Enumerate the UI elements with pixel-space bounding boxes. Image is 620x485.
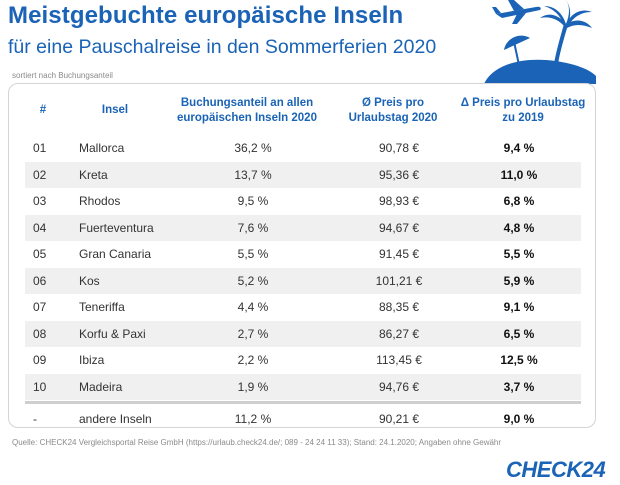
summary-divider	[25, 401, 581, 404]
rank-cell: 10	[33, 379, 47, 394]
share-cell: 5,5 %	[237, 247, 269, 262]
island-cell: Rhodos	[79, 194, 121, 209]
rank-cell: 08	[33, 326, 47, 341]
share-cell: 7,6 %	[237, 220, 269, 235]
ranking-table: # Insel Buchungsanteil an allen europäis…	[8, 83, 596, 428]
island-cell: Fuerteventura	[79, 220, 154, 235]
table-row: 06 Kos 5,2 % 101,21 € 5,9 %	[25, 267, 581, 294]
island-cell: Madeira	[79, 379, 123, 394]
delta-cell: 6,8 %	[503, 194, 535, 209]
price-cell: 91,45 €	[378, 247, 420, 262]
table-row: 05 Gran Canaria 5,5 % 91,45 € 5,5 %	[25, 241, 581, 268]
delta-cell: 4,8 %	[503, 220, 535, 235]
page-title: Meistgebuchte europäische Inseln	[8, 2, 404, 29]
price-cell: 86,27 €	[378, 326, 420, 341]
price-cell: 113,45 €	[376, 353, 422, 368]
price-cell: 98,93 €	[378, 194, 420, 209]
island-icon	[484, 59, 596, 84]
rank-cell: 09	[33, 353, 47, 368]
delta-cell: 9,0 %	[503, 412, 535, 427]
delta-cell: 3,7 %	[503, 379, 535, 394]
rank-cell: 07	[33, 300, 47, 315]
column-header-price: Ø Preis pro Urlaubstag 2020	[348, 96, 438, 124]
price-cell: 94,76 €	[378, 379, 420, 394]
column-header-share: Buchungsanteil an allen europäischen Ins…	[177, 96, 317, 124]
island-cell: Kos	[79, 273, 100, 288]
share-cell: 2,7 %	[237, 326, 269, 341]
table-row: 10 Madeira 1,9 % 94,76 € 3,7 %	[25, 373, 581, 400]
page-subtitle: für eine Pauschalreise in den Sommerferi…	[8, 36, 437, 58]
delta-cell: 5,9 %	[503, 273, 535, 288]
rank-cell: 03	[33, 194, 47, 209]
price-cell: 101,21 €	[375, 273, 423, 288]
island-cell: andere Inseln	[79, 412, 152, 427]
table-row: 07 Teneriffa 4,4 % 88,35 € 9,1 %	[25, 294, 581, 321]
delta-cell: 5,5 %	[503, 247, 535, 262]
beach-umbrella-icon	[504, 35, 530, 62]
source-note: Quelle: CHECK24 Vergleichsportal Reise G…	[12, 438, 502, 447]
delta-cell: 9,1 %	[503, 300, 535, 315]
island-graphic	[484, 0, 596, 84]
delta-cell: 6,5 %	[503, 326, 535, 341]
palm-tree-icon	[540, 0, 592, 64]
table-row: 02 Kreta 13,7 % 95,36 € 11,0 %	[25, 161, 581, 188]
table-row: 03 Rhodos 9,5 % 98,93 € 6,8 %	[25, 188, 581, 215]
share-cell: 9,5 %	[237, 194, 269, 209]
table-header: # Insel Buchungsanteil an allen europäis…	[9, 84, 595, 137]
rank-cell: 01	[33, 141, 47, 156]
table-row: 01 Mallorca 36,2 % 90,78 € 9,4 %	[25, 135, 581, 162]
delta-cell: 9,4 %	[503, 141, 535, 156]
price-cell: 94,67 €	[378, 220, 420, 235]
table-row: 04 Fuerteventura 7,6 % 94,67 € 4,8 %	[25, 214, 581, 241]
rank-cell: 06	[33, 273, 47, 288]
delta-cell: 11,0 %	[500, 167, 538, 182]
column-header-island: Insel	[101, 104, 129, 116]
airplane-icon	[492, 0, 541, 24]
share-cell: 1,9 %	[237, 379, 269, 394]
column-header-delta: Δ Preis pro Urlaubstag zu 2019	[460, 96, 586, 124]
column-header-rank: #	[39, 104, 47, 116]
price-cell: 90,21 €	[378, 412, 420, 427]
share-cell: 5,2 %	[237, 273, 269, 288]
island-cell: Gran Canaria	[79, 247, 152, 262]
island-cell: Kreta	[79, 167, 108, 182]
summary-row: - andere Inseln 11,2 % 90,21 € 9,0 %	[25, 406, 581, 433]
island-cell: Ibiza	[79, 353, 105, 368]
rank-cell: -	[33, 412, 37, 427]
share-cell: 13,7 %	[234, 167, 272, 182]
share-cell: 4,4 %	[237, 300, 269, 315]
price-cell: 95,36 €	[378, 167, 420, 182]
island-cell: Korfu & Paxi	[79, 326, 146, 341]
share-cell: 36,2 %	[234, 141, 272, 156]
rank-cell: 04	[33, 220, 47, 235]
island-cell: Teneriffa	[79, 300, 125, 315]
sort-note: sortiert nach Buchungsanteil	[12, 71, 113, 80]
table-row: 09 Ibiza 2,2 % 113,45 € 12,5 %	[25, 347, 581, 374]
price-cell: 90,78 €	[378, 141, 420, 156]
share-cell: 2,2 %	[237, 353, 269, 368]
island-cell: Mallorca	[79, 141, 125, 156]
price-cell: 88,35 €	[378, 300, 420, 315]
check24-logo: CHECK24	[506, 457, 606, 482]
delta-cell: 12,5 %	[500, 353, 538, 368]
rank-cell: 02	[33, 167, 47, 182]
table-row: 08 Korfu & Paxi 2,7 % 86,27 € 6,5 %	[25, 320, 581, 347]
share-cell: 11,2 %	[234, 412, 272, 427]
rank-cell: 05	[33, 247, 47, 262]
